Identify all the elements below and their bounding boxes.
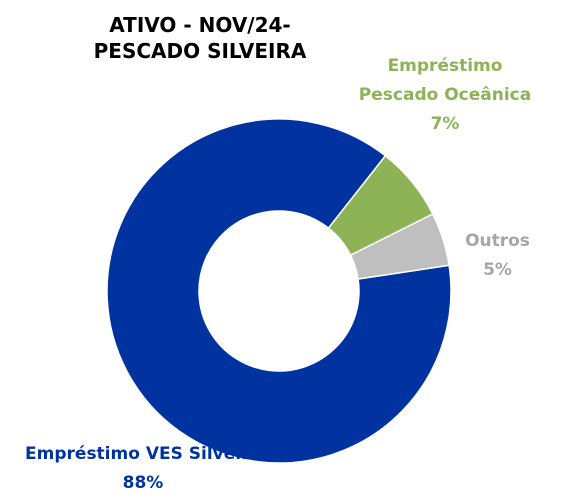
- value-label: 7%: [430, 114, 460, 134]
- value-label: 5%: [483, 260, 512, 280]
- category-label: Outros: [465, 231, 530, 251]
- category-label: Empréstimo Pescado Oceânica: [358, 56, 532, 105]
- chart-title: ATIVO - NOV/24- PESCADO SILVEIRA: [93, 13, 307, 63]
- data-label: Empréstimo VES Silveira 88%: [0, 440, 286, 498]
- category-label: Empréstimo VES Silveira: [25, 444, 261, 464]
- data-label: Outros 5%: [440, 227, 555, 285]
- data-label: Empréstimo Pescado Oceânica 7%: [355, 52, 535, 139]
- donut-slice: [106, 118, 452, 464]
- value-label: 88%: [122, 473, 164, 493]
- donut-slice: [349, 212, 450, 280]
